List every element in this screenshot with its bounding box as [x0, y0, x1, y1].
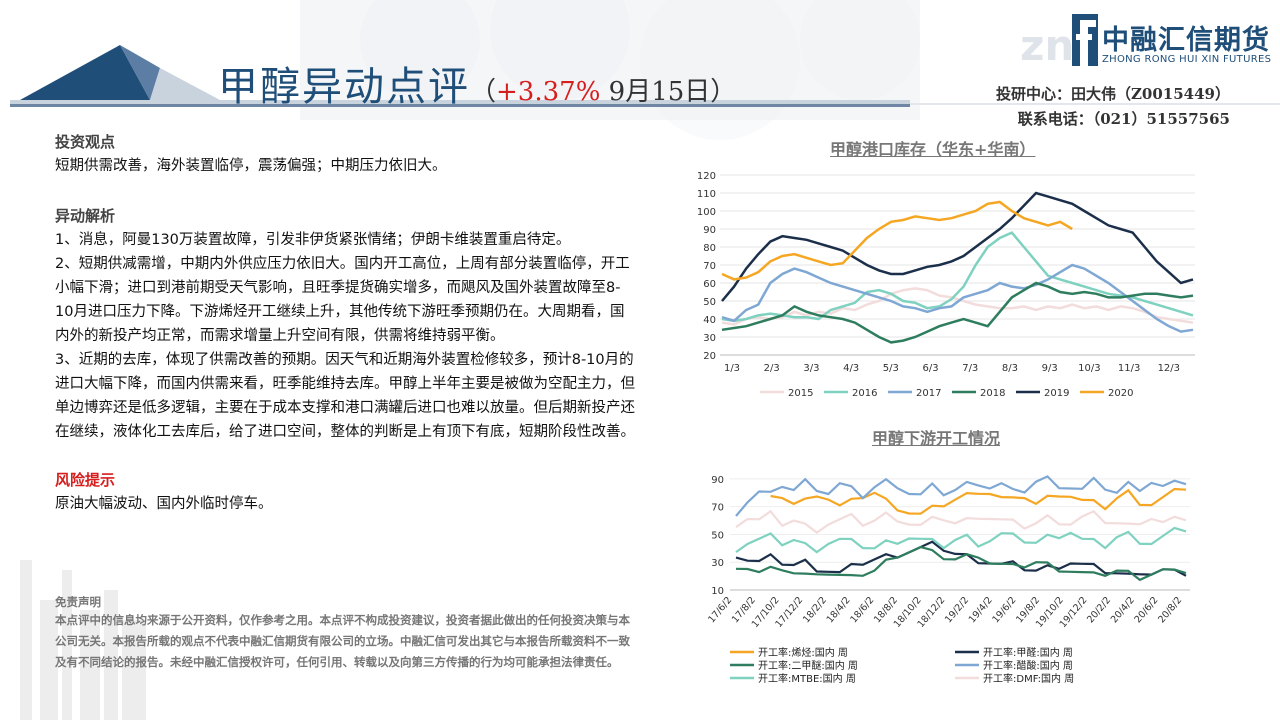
y-tick-label: 30: [703, 333, 716, 344]
y-tick-label: 70: [703, 261, 716, 272]
y-tick-label: 10: [711, 586, 724, 597]
x-tick-label: 20/2/2: [1085, 595, 1113, 625]
series-line: [770, 487, 1187, 515]
x-tick-label: 18/4/2: [825, 595, 853, 625]
content-left: 投资观点 短期供需改善，海外装置临停，震荡偏强；中期压力依旧大。 异动解析 1、…: [55, 128, 635, 516]
disclaimer: 免责声明 本点评中的信息均来源于公开资料，仅作参考之用。本点评不构成投资建议，投…: [55, 595, 635, 673]
company-logo-icon: zn: [1020, 14, 1098, 70]
legend-label: 2020: [1108, 388, 1133, 399]
analysis-item-2: 2、短期供减需增，中期内外供应压力依旧大。国内开工高位，上周有部分装置临停，开工…: [55, 256, 630, 344]
series-line-2015: [721, 287, 1194, 326]
disclaimer-text: 本点评中的信息均来源于公开资料，仅作参考之用。本点评不构成投资建议，投资者据此做…: [55, 613, 630, 669]
header-graphic: [10, 45, 1280, 107]
legend-label: 开工率:MTBE:国内 周: [758, 672, 856, 685]
series-line: [735, 509, 1187, 534]
x-tick-label: 19/6/2: [990, 595, 1018, 625]
title-date: 9月15日）: [600, 77, 737, 107]
legend-label: 2019: [1044, 388, 1069, 399]
analysis-item-3: 3、近期的去库，体现了供需改善的预期。因天气和近期海外装置检修较多，预计8-10…: [55, 352, 635, 440]
x-tick-label: 3/3: [803, 363, 819, 374]
x-tick-label: 7/3: [962, 363, 978, 374]
series-line-2018: [721, 281, 1194, 344]
legend-label: 开工率:二甲醚:国内 周: [758, 659, 858, 672]
x-tick-label: 17/6/2: [706, 595, 734, 625]
x-tick-label: 18/6/2: [848, 595, 876, 625]
legend-label: 2015: [788, 388, 813, 399]
disclaimer-title: 免责声明: [55, 595, 101, 609]
legend-label: 开工率:烯烃:国内 周: [758, 646, 848, 659]
contact-info: 投研中心：田大伟（Z0015449） 联系电话：（021）51557565: [930, 82, 1230, 132]
y-tick-label: 60: [703, 279, 716, 290]
page-title: 甲醇异动点评（+3.37% 9月15日）: [218, 54, 736, 112]
x-tick-label: 1/3: [724, 363, 740, 374]
x-tick-label: 11/3: [1118, 363, 1140, 374]
y-tick-label: 90: [711, 475, 724, 486]
x-tick-label: 20/4/2: [1109, 595, 1137, 625]
chart1-title: 甲醇港口库存（华东+华南）: [830, 140, 1036, 159]
x-tick-label: 18/2/2: [801, 595, 829, 625]
y-tick-label: 110: [697, 189, 716, 200]
x-tick-label: 12/3: [1158, 363, 1180, 374]
legend-label: 开工率:醋酸:国内 周: [983, 659, 1073, 672]
contact-researcher: 投研中心：田大伟（Z0015449）: [995, 85, 1230, 103]
logo-cn-name: 中融汇信期货: [1102, 25, 1270, 56]
legend-label: 开工率:DMF:国内 周: [983, 672, 1074, 685]
series-line: [735, 545, 1187, 582]
contact-phone: 联系电话：（021）51557565: [1017, 110, 1230, 128]
x-tick-label: 19/2/2: [943, 595, 971, 625]
y-tick-label: 50: [711, 530, 724, 541]
x-tick-label: 5/3: [883, 363, 899, 374]
y-tick-label: 100: [697, 207, 716, 218]
title-percent-change: +3.37%: [496, 77, 601, 107]
chart-downstream-operating-rate: 103050709017/6/217/8/217/10/217/12/218/2…: [706, 475, 1190, 685]
x-tick-label: 2/3: [764, 363, 780, 374]
analysis-title: 异动解析: [55, 207, 116, 225]
y-tick-label: 90: [703, 225, 716, 236]
y-tick-label: 70: [711, 503, 724, 514]
x-tick-label: 8/3: [1002, 363, 1018, 374]
risk-text: 原油大幅波动、国内外临时停车。: [55, 496, 273, 512]
x-tick-label: 20/8/2: [1156, 595, 1184, 625]
x-tick-label: 6/3: [922, 363, 938, 374]
series-line-2020: [721, 200, 1073, 281]
view-text: 短期供需改善，海外装置临停，震荡偏强；中期压力依旧大。: [55, 158, 447, 174]
chart2-title: 甲醇下游开工情况: [872, 429, 1001, 448]
x-tick-label: 10/3: [1078, 363, 1100, 374]
x-tick-label: 19/4/2: [967, 595, 995, 625]
series-line: [735, 475, 1187, 517]
logo-en-name: ZHONG RONG HUI XIN FUTURES: [1102, 54, 1272, 65]
x-tick-label: 20/6/2: [1133, 595, 1161, 625]
y-tick-label: 120: [697, 171, 716, 182]
x-tick-label: 9/3: [1042, 363, 1058, 374]
series-line: [735, 526, 1187, 554]
series-line-2016: [721, 231, 1194, 323]
view-title: 投资观点: [55, 133, 116, 151]
header: 甲醇异动点评（+3.37% 9月15日） zn 中融汇信期货 ZHONG RON…: [0, 0, 1280, 135]
legend-label: 2016: [852, 388, 877, 399]
title-main: 甲醇异动点评: [218, 64, 470, 110]
legend-label: 2018: [980, 388, 1005, 399]
series-line-2017: [721, 263, 1194, 333]
legend-label: 2017: [916, 388, 941, 399]
y-tick-label: 20: [703, 351, 716, 362]
analysis-item-1: 1、消息，阿曼130万装置故障，引发非伊货紧张情绪；伊朗卡维装置重启待定。: [55, 232, 571, 248]
x-tick-label: 4/3: [843, 363, 859, 374]
chart-port-inventory: 20 30 40 50 60 70 80 90 100 110 120 1/3 2/3 3/3 4/3 5/3…: [697, 171, 1195, 399]
y-tick-label: 40: [703, 315, 716, 326]
svg-text:zn: zn: [1020, 21, 1074, 70]
legend-label: 开工率:甲醛:国内 周: [983, 646, 1073, 659]
series-line-2019: [721, 191, 1194, 302]
risk-title: 风险提示: [55, 471, 116, 489]
y-tick-label: 50: [703, 297, 716, 308]
y-tick-label: 80: [703, 243, 716, 254]
title-open-paren: （: [470, 77, 497, 107]
y-tick-label: 30: [711, 558, 724, 569]
